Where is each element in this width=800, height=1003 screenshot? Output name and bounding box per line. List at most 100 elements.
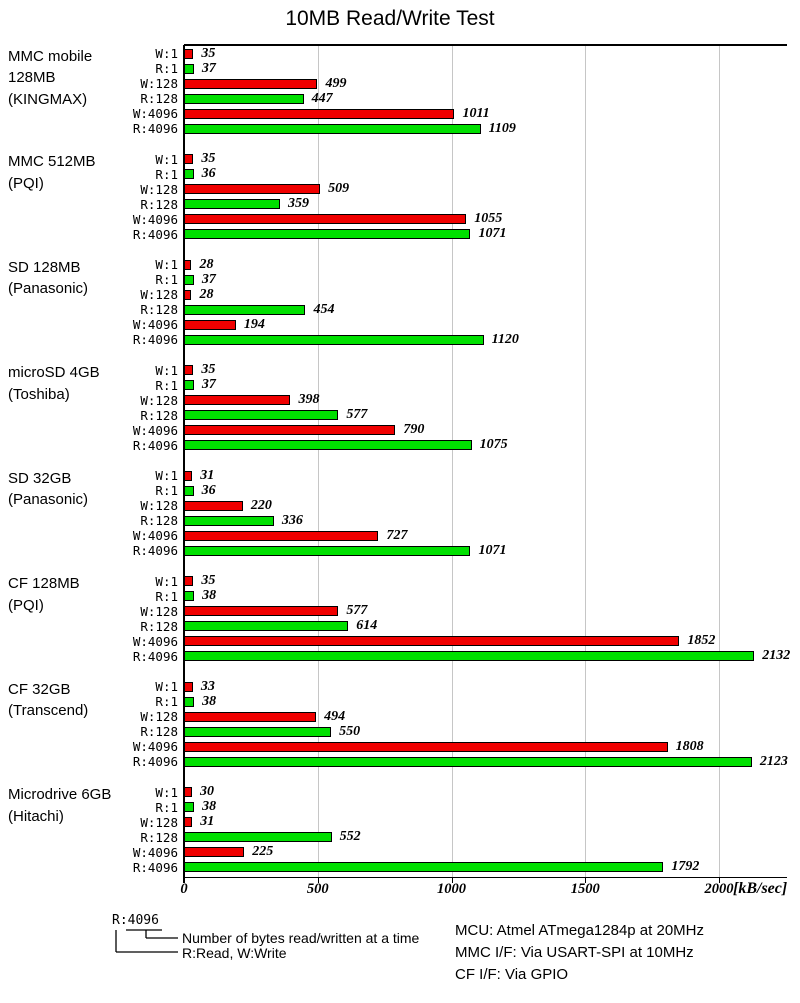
bar-value-label: 1071 xyxy=(478,542,507,558)
footer-line-cf-if: CF I/F: Via GPIO xyxy=(455,966,569,983)
group-label: CF 128MB (PQI) xyxy=(8,573,80,616)
read-bar xyxy=(184,334,484,345)
read-bar xyxy=(184,862,664,872)
group-label: MMC mobile 128MB (KINGMAX) xyxy=(8,46,92,111)
plot-left-axis xyxy=(183,45,185,883)
bar-row-label: W:128 xyxy=(140,709,178,724)
bar-value-label: 359 xyxy=(288,196,310,211)
read-bar xyxy=(184,802,195,812)
bar-value-label: 447 xyxy=(311,90,333,106)
read-bar xyxy=(184,63,194,74)
bar-row-label: R:1 xyxy=(155,799,178,815)
bar-value-label: 35 xyxy=(201,45,216,61)
bar-row-label: W:1 xyxy=(155,151,178,167)
bar-value-label: 35 xyxy=(201,362,216,377)
bar-row-label: W:4096 xyxy=(132,844,178,860)
write-bar xyxy=(184,78,318,89)
read-bar xyxy=(184,545,471,556)
bar-row-label: W:4096 xyxy=(132,422,178,438)
bar-value-label: 550 xyxy=(339,723,361,739)
write-bar xyxy=(184,184,321,194)
write-bar xyxy=(184,259,192,270)
bar-row-label: R:4096 xyxy=(132,754,178,769)
bar-row-label: W:128 xyxy=(140,603,178,619)
write-bar xyxy=(184,636,680,646)
group-label-line: (PQI) xyxy=(8,174,44,192)
group-label: MMC 512MB (PQI) xyxy=(8,151,96,194)
bar-row-label: R:128 xyxy=(140,407,178,423)
write-bar xyxy=(184,154,194,164)
bar-value-label: 494 xyxy=(324,708,346,724)
legend-bracket-lines xyxy=(115,929,178,953)
bar-value-label: 614 xyxy=(356,618,378,633)
read-bar xyxy=(184,621,349,631)
read-bar xyxy=(184,756,752,767)
axis-tick-label: 0 xyxy=(180,881,188,897)
bar-value-label: 37 xyxy=(201,271,216,287)
group-label-line: MMC 512MB xyxy=(8,153,96,170)
bar-row-label: R:4096 xyxy=(132,543,178,558)
bar-row-label: R:128 xyxy=(140,724,178,739)
bar-value-label: 499 xyxy=(325,75,347,91)
write-bar xyxy=(184,48,194,59)
bar-value-label: 36 xyxy=(201,166,216,181)
axis-tick-mark xyxy=(719,877,720,883)
gridline xyxy=(585,45,587,877)
axis-tick-label: 500 xyxy=(306,881,329,897)
group-label: SD 32GB (Panasonic) xyxy=(8,468,88,511)
bar-value-label: 454 xyxy=(313,301,335,317)
read-bar xyxy=(184,169,194,179)
axis-unit-label: [kB/sec] xyxy=(733,880,788,897)
group-label-line: CF 128MB xyxy=(8,575,80,592)
bar-row-label: R:4096 xyxy=(132,121,178,136)
bar-value-label: 1071 xyxy=(478,226,507,241)
write-bar xyxy=(184,741,668,752)
bar-value-label: 35 xyxy=(201,573,216,588)
write-bar xyxy=(184,395,291,405)
bar-value-label: 28 xyxy=(199,286,214,302)
bar-value-label: 28 xyxy=(199,256,214,272)
group-label-line: SD 32GB xyxy=(8,469,72,487)
write-bar xyxy=(184,470,193,481)
group-label-line: (Transcend) xyxy=(8,702,89,719)
read-bar xyxy=(184,832,332,842)
group-label-line: SD 128MB xyxy=(8,258,81,276)
read-bar xyxy=(184,93,304,104)
axis-tick-label: 1000 xyxy=(437,881,466,897)
read-bar xyxy=(184,515,274,526)
group-label-line: (Hitachi) xyxy=(8,807,64,825)
bar-value-label: 37 xyxy=(201,377,216,392)
bar-row-label: W:4096 xyxy=(132,528,178,543)
axis-tick-mark xyxy=(585,877,587,883)
bar-row-label: W:1 xyxy=(155,679,178,694)
bar-row-label: R:1 xyxy=(155,694,178,709)
bar-row-label: R:1 xyxy=(155,588,178,604)
bar-value-label: 552 xyxy=(339,829,361,844)
bar-value-label: 31 xyxy=(200,814,215,829)
footer-line-mmc-if: MMC I/F: Via USART-SPI at 10MHz xyxy=(455,944,694,961)
bar-value-label: 2132 xyxy=(762,648,791,663)
write-bar xyxy=(184,500,243,511)
bar-row-label: W:128 xyxy=(140,76,178,91)
bar-value-label: 1852 xyxy=(687,633,716,648)
bar-value-label: 37 xyxy=(201,60,216,76)
bar-row-label: W:1 xyxy=(155,468,178,483)
bar-value-label: 38 xyxy=(202,799,217,814)
group-label-line: (Panasonic) xyxy=(8,491,89,508)
bar-row-label: W:4096 xyxy=(132,317,178,332)
bar-value-label: 1011 xyxy=(462,105,490,121)
read-bar xyxy=(184,410,339,420)
write-bar xyxy=(184,108,455,119)
group-label: microSD 4GB (Toshiba) xyxy=(8,362,100,405)
write-bar xyxy=(184,817,193,827)
bar-value-label: 727 xyxy=(386,527,408,543)
bar-row-label: W:4096 xyxy=(132,739,178,754)
bar-value-label: 509 xyxy=(328,181,350,196)
plot-bottom-border xyxy=(184,877,787,878)
bar-row-label: R:4096 xyxy=(132,859,178,875)
bar-row-label: W:128 xyxy=(140,181,178,197)
axis-tick-mark xyxy=(317,877,319,883)
bar-value-label: 38 xyxy=(202,693,217,709)
gridline xyxy=(451,45,453,877)
bar-value-label: 1055 xyxy=(474,211,503,226)
